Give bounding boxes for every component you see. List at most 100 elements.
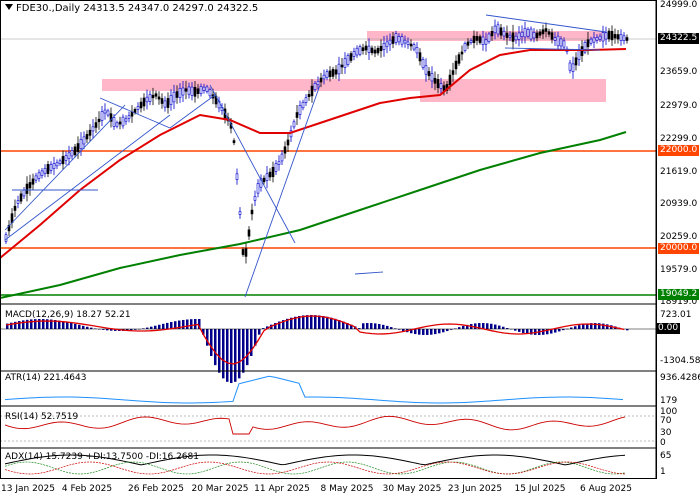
- candle-body: [547, 31, 551, 35]
- candle-body: [517, 32, 521, 40]
- candle-body: [340, 64, 344, 68]
- candle-body: [274, 163, 278, 172]
- candle-body: [505, 32, 509, 38]
- macd-bar: [558, 329, 561, 332]
- adx-minus-di-line: [4, 461, 626, 475]
- macd-bar: [258, 329, 261, 335]
- candle-body: [571, 63, 575, 72]
- ma-green-line: [0, 131, 627, 299]
- candle-body: [535, 32, 539, 39]
- macd-bar: [58, 320, 61, 329]
- candle-body: [358, 46, 362, 55]
- candle-body: [190, 86, 194, 96]
- candle-body: [118, 121, 122, 125]
- trendline: [354, 271, 384, 275]
- candle-body: [70, 150, 74, 157]
- date-axis-label: 6 Aug 2025: [580, 484, 632, 494]
- ma-red-line: [0, 48, 627, 259]
- macd-bar: [386, 325, 389, 329]
- macd-bar: [590, 323, 593, 329]
- macd-bar: [38, 319, 41, 329]
- candle-body: [397, 36, 401, 43]
- trendlines: [4, 14, 607, 298]
- rsi-line: [4, 415, 626, 435]
- trendline: [99, 97, 171, 129]
- macd-bar: [370, 323, 373, 329]
- macd-bar: [494, 324, 497, 329]
- candle-body: [250, 209, 254, 215]
- candle-body: [553, 37, 557, 41]
- candle-body: [88, 129, 92, 136]
- candle-body: [25, 183, 29, 194]
- candle-body: [502, 30, 506, 37]
- candle-body: [412, 44, 416, 50]
- macd-bar: [426, 329, 429, 335]
- candle-body: [241, 249, 245, 255]
- indicator-panels: [0, 315, 656, 475]
- candle-body: [421, 59, 425, 68]
- candle-body: [457, 54, 461, 64]
- macd-bar: [290, 317, 293, 329]
- candle-body: [97, 118, 101, 123]
- candle-body: [439, 83, 443, 89]
- candle-body: [325, 71, 329, 78]
- macd-bar: [34, 319, 37, 329]
- candle-body: [472, 35, 476, 43]
- macd-bar: [394, 328, 397, 329]
- macd-bar: [230, 329, 233, 383]
- macd-bar: [254, 329, 257, 346]
- date-axis-label: 26 Feb 2025: [127, 484, 185, 494]
- candle-body: [331, 69, 335, 77]
- macd-bar: [382, 324, 385, 329]
- candle-body: [61, 156, 65, 165]
- candle-body: [391, 36, 395, 44]
- adx-axis-label: 1: [660, 467, 666, 477]
- dropdown-triangle-icon[interactable]: [5, 4, 13, 10]
- candle-body: [346, 55, 350, 65]
- chart-header: FDE30.,Daily 24313.5 24347.0 24297.0 243…: [5, 3, 258, 14]
- candle-body: [127, 115, 131, 119]
- candle-body: [112, 117, 116, 127]
- macd-bar: [542, 329, 545, 335]
- candle-body: [238, 211, 242, 215]
- macd-bar: [278, 321, 281, 329]
- price-axis-label: 18919.0: [660, 297, 698, 307]
- candle-body: [454, 60, 458, 70]
- macd-bar: [570, 327, 573, 329]
- candle-body: [37, 172, 41, 179]
- candle-body: [22, 189, 26, 197]
- candle-body: [16, 200, 20, 204]
- macd-bar: [554, 329, 557, 333]
- level-tag-19049: 19049.2: [658, 289, 700, 300]
- macd-bar: [586, 323, 589, 329]
- candle-body: [82, 136, 86, 145]
- candle-body: [322, 74, 326, 80]
- candle-body: [409, 43, 413, 47]
- macd-bar: [286, 318, 289, 329]
- rsi-label: RSI(14) 52.7519: [5, 412, 79, 422]
- candle-body: [574, 57, 578, 66]
- candle-body: [466, 41, 470, 46]
- candle-body: [64, 155, 68, 161]
- candle-body: [496, 24, 500, 35]
- macd-bar: [22, 320, 25, 329]
- candle-body: [475, 36, 479, 41]
- candle-body: [373, 49, 377, 54]
- candle-body: [610, 31, 614, 41]
- candle-body: [166, 98, 170, 108]
- candle-body: [427, 71, 431, 77]
- candle-body: [28, 182, 32, 189]
- candle-body: [301, 101, 305, 109]
- atr-line: [4, 375, 624, 404]
- candle-body: [337, 63, 341, 75]
- macd-bar: [478, 323, 481, 329]
- macd-bar: [150, 326, 153, 329]
- candle-body: [343, 58, 347, 68]
- price-candles: [4, 19, 629, 264]
- macd-bar: [398, 329, 401, 330]
- macd-bar: [66, 322, 69, 329]
- candle-body: [538, 31, 542, 36]
- candle-body: [142, 97, 146, 107]
- candle-body: [601, 32, 605, 42]
- trendline: [209, 84, 296, 244]
